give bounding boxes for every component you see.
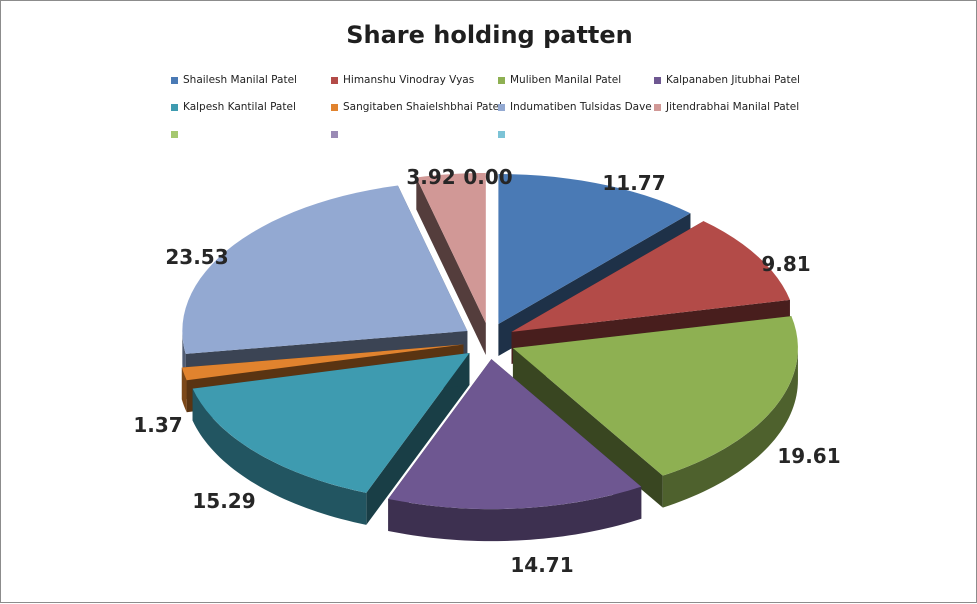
legend-item: Himanshu Vinodray Vyas	[331, 74, 474, 88]
data-label: 15.29	[192, 489, 255, 513]
legend-item: Kalpanaben Jitubhai Patel	[654, 74, 800, 88]
legend-item: Kalpesh Kantilal Patel	[171, 101, 296, 115]
data-label: 14.71	[510, 553, 573, 577]
legend-swatch	[498, 76, 505, 84]
slice-rim	[662, 348, 798, 508]
legend-item	[498, 128, 510, 142]
legend-label: Sangitaben Shaielshbhai Patel	[343, 101, 502, 113]
data-label: 0.00	[463, 165, 512, 189]
pie-slice	[182, 185, 468, 354]
pie-slice	[511, 221, 790, 332]
slice-side	[416, 177, 486, 355]
data-label: 11.77	[602, 171, 665, 195]
slice-side	[366, 353, 470, 525]
pie-slice	[388, 359, 642, 510]
legend-label: Himanshu Vinodray Vyas	[343, 74, 475, 86]
legend-item: Indumatiben Tulsidas Dave	[498, 101, 652, 115]
data-label: 23.53	[165, 245, 228, 269]
slice-rim	[192, 388, 367, 525]
pie-slice	[512, 316, 798, 476]
legend-swatch	[331, 130, 338, 138]
legend-swatch	[654, 103, 661, 111]
pie-slice	[192, 353, 470, 493]
pie-slice	[498, 174, 691, 325]
data-label: 3.92	[406, 165, 455, 189]
legend-label: Shailesh Manilal Patel	[183, 74, 297, 86]
legend-label: Jitendrabhai Manilal Patel	[666, 101, 800, 113]
legend-swatch	[498, 130, 505, 138]
legend-swatch	[331, 103, 338, 111]
legend-label: Kalpesh Kantilal Patel	[183, 101, 296, 113]
legend-swatch	[171, 103, 178, 111]
legend-swatch	[171, 76, 178, 84]
pie-slice	[181, 344, 464, 381]
data-label: 9.81	[761, 252, 810, 276]
data-label: 1.37	[133, 413, 182, 437]
legend-label: Indumatiben Tulsidas Dave	[510, 101, 652, 113]
data-label: 19.61	[777, 444, 840, 468]
legend-swatch	[171, 130, 178, 138]
pie-tops	[181, 172, 798, 510]
legend-item	[331, 128, 343, 142]
legend-item: Sangitaben Shaielshbhai Patel	[331, 101, 502, 115]
slice-rim	[388, 486, 642, 542]
legend-item: Jitendrabhai Manilal Patel	[654, 101, 799, 115]
legend-item: Shailesh Manilal Patel	[171, 74, 297, 88]
legend-item: Muliben Manilal Patel	[498, 74, 621, 88]
legend-swatch	[498, 103, 505, 111]
slice-side	[512, 348, 663, 508]
legend-label: Kalpanaben Jitubhai Patel	[666, 74, 800, 86]
legend-label: Muliben Manilal Patel	[510, 74, 622, 86]
legend-swatch	[654, 76, 661, 84]
slice-rim	[181, 367, 187, 413]
legend-swatch	[331, 76, 338, 84]
chart-title: Share holding patten	[346, 21, 633, 49]
legend-item	[171, 128, 183, 142]
pie-slice	[416, 172, 486, 323]
